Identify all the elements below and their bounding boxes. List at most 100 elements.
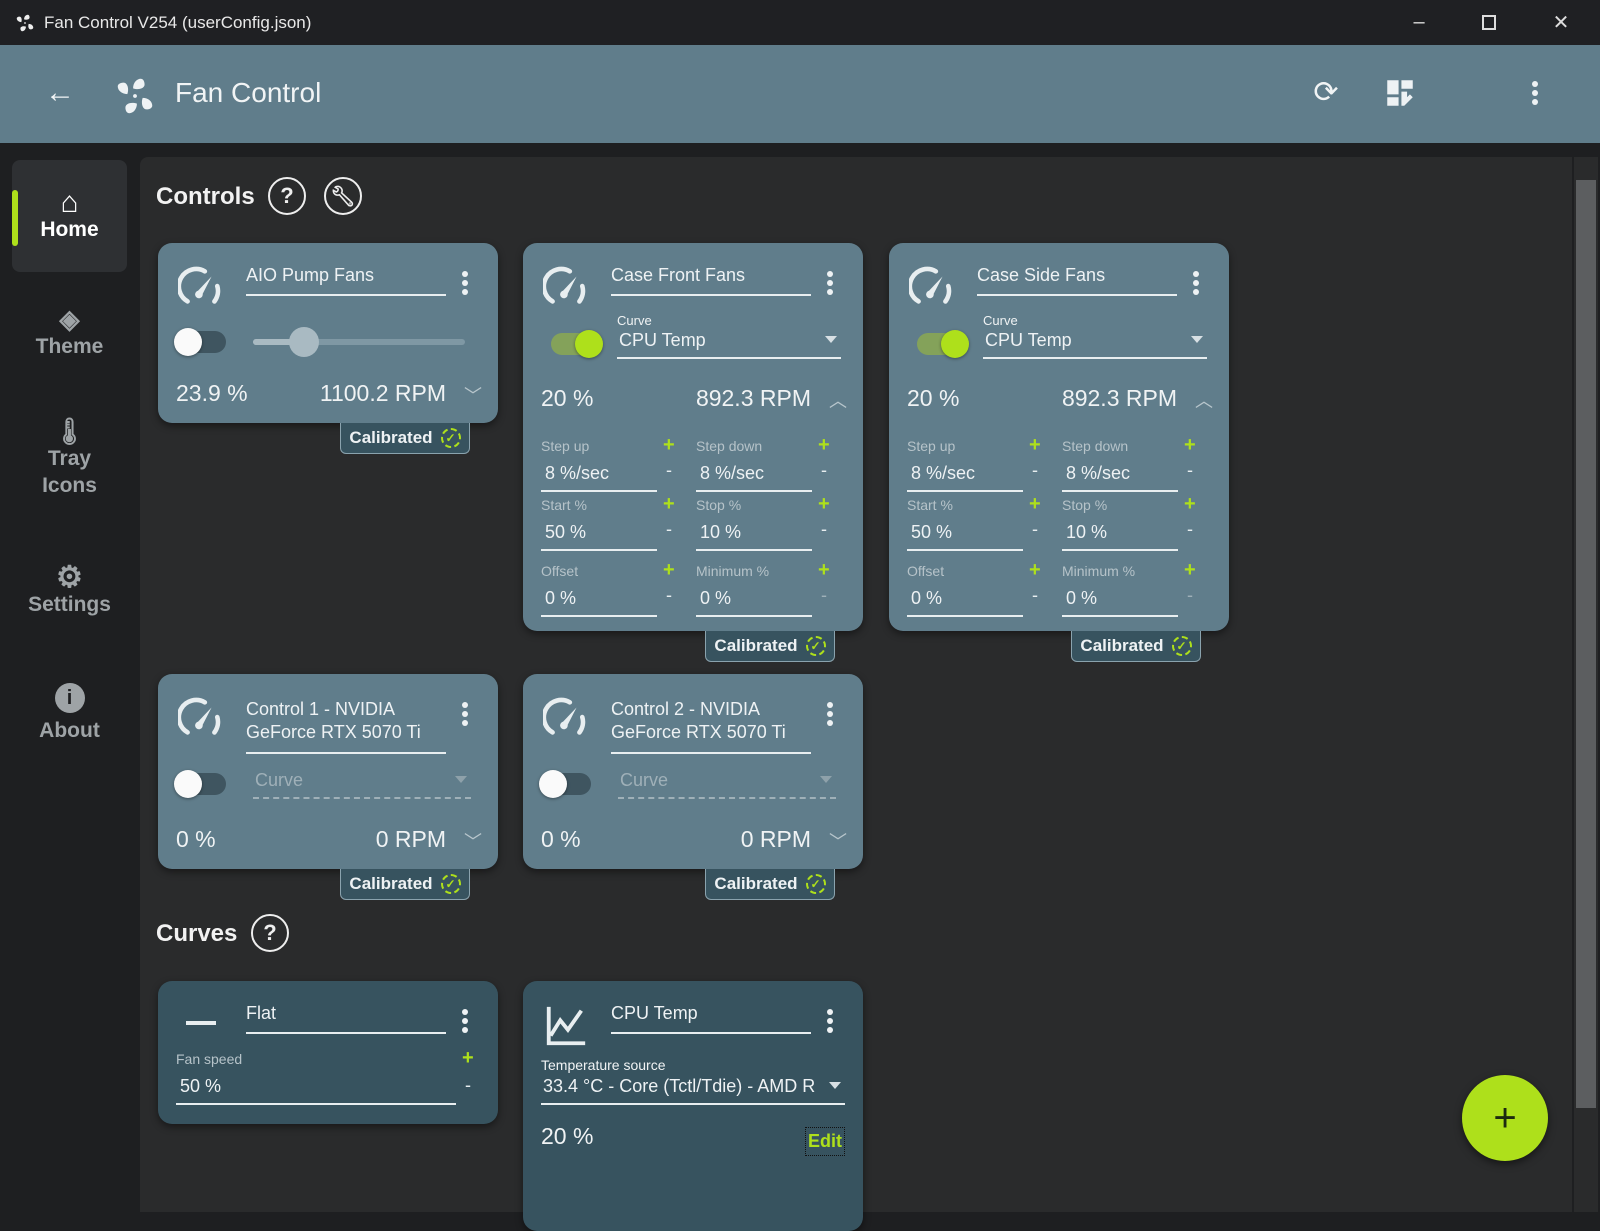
control-name-field[interactable]: Case Side Fans: [977, 265, 1177, 296]
decrement-button[interactable]: -: [821, 519, 827, 539]
curve-select[interactable]: Curve: [618, 770, 836, 799]
increment-button[interactable]: +: [663, 434, 675, 456]
decrement-button[interactable]: -: [465, 1075, 471, 1095]
numeric-field[interactable]: 50 %: [907, 522, 1023, 551]
control-name-field[interactable]: Case Front Fans: [611, 265, 811, 296]
calibrated-badge: Calibrated ✓: [340, 423, 470, 454]
maximize-icon: [1482, 15, 1496, 30]
card-menu-button[interactable]: [1189, 271, 1203, 295]
increment-button[interactable]: +: [1029, 559, 1041, 581]
curve-select[interactable]: CPU Temp: [983, 330, 1207, 359]
increment-button[interactable]: +: [818, 493, 830, 515]
sidebar-item-about[interactable]: i About: [12, 657, 127, 769]
increment-button[interactable]: +: [818, 559, 830, 581]
minimize-button[interactable]: –: [1413, 11, 1425, 33]
curve-name-field[interactable]: CPU Temp: [611, 1003, 811, 1034]
enable-toggle[interactable]: [551, 330, 603, 358]
increment-button[interactable]: +: [1029, 434, 1041, 456]
temperature-source-value: 33.4 °C - Core (Tctl/Tdie) - AMD R: [543, 1076, 816, 1096]
increment-button[interactable]: +: [663, 493, 675, 515]
increment-button[interactable]: +: [1184, 434, 1196, 456]
edit-layout-button[interactable]: [1382, 75, 1418, 111]
scrollbar-thumb[interactable]: [1576, 180, 1596, 1108]
increment-button[interactable]: +: [1029, 493, 1041, 515]
decrement-button[interactable]: -: [666, 460, 672, 480]
curves-help-button[interactable]: ?: [251, 914, 289, 952]
card-menu-button[interactable]: [458, 271, 472, 295]
decrement-button[interactable]: -: [1032, 460, 1038, 480]
maximize-button[interactable]: [1454, 0, 1524, 45]
increment-button[interactable]: +: [462, 1047, 474, 1069]
rpm-value: 0 RPM: [375, 826, 446, 852]
sidebar-item-home[interactable]: ⌂ Home: [12, 160, 127, 272]
decrement-button[interactable]: -: [1032, 585, 1038, 605]
chevron-up-icon[interactable]: ︿: [829, 391, 847, 411]
numeric-field[interactable]: 10 %: [696, 522, 812, 551]
decrement-button[interactable]: -: [1032, 519, 1038, 539]
card-menu-button[interactable]: [458, 1009, 472, 1033]
card-menu-button[interactable]: [823, 702, 837, 726]
numeric-field[interactable]: 10 %: [1062, 522, 1178, 551]
temperature-source-select[interactable]: 33.4 °C - Core (Tctl/Tdie) - AMD R: [541, 1076, 845, 1105]
controls-help-button[interactable]: ?: [268, 177, 306, 215]
speed-slider[interactable]: [253, 327, 465, 357]
add-button[interactable]: +: [1462, 1075, 1548, 1161]
dashboard-edit-icon: [1387, 80, 1413, 106]
numeric-field[interactable]: 0 %: [907, 588, 1023, 617]
curves-heading: Curves: [156, 920, 238, 947]
numeric-field[interactable]: 8 %/sec: [541, 463, 657, 492]
control-name-field[interactable]: Control 2 - NVIDIA GeForce RTX 5070 Ti: [611, 698, 811, 754]
decrement-button[interactable]: -: [666, 519, 672, 539]
card-menu-button[interactable]: [458, 702, 472, 726]
close-button[interactable]: ✕: [1552, 12, 1570, 34]
curve-select[interactable]: CPU Temp: [617, 330, 841, 359]
speedometer-icon: [178, 266, 221, 304]
fan-speed-field[interactable]: 50 %: [176, 1076, 456, 1105]
enable-toggle[interactable]: [174, 328, 226, 356]
chevron-up-icon[interactable]: ︿: [1195, 391, 1213, 411]
decrement-button[interactable]: -: [1187, 460, 1193, 480]
field-label: Minimum %: [696, 563, 770, 579]
decrement-button[interactable]: -: [1187, 585, 1193, 605]
control-name-field[interactable]: AIO Pump Fans: [246, 265, 446, 296]
numeric-field[interactable]: 50 %: [541, 522, 657, 551]
increment-button[interactable]: +: [1184, 493, 1196, 515]
numeric-field[interactable]: 0 %: [541, 588, 657, 617]
increment-button[interactable]: +: [663, 559, 675, 581]
edit-curve-button[interactable]: Edit: [805, 1127, 845, 1156]
numeric-field[interactable]: 8 %/sec: [1062, 463, 1178, 492]
enable-toggle[interactable]: [174, 770, 226, 798]
more-menu-button[interactable]: [1520, 73, 1550, 113]
increment-button[interactable]: +: [818, 434, 830, 456]
numeric-field[interactable]: 8 %/sec: [907, 463, 1023, 492]
curve-label: Curve: [983, 313, 1018, 328]
sidebar-item-tray-icons[interactable]: 🌡︎ Tray Icons: [12, 395, 127, 521]
enable-toggle[interactable]: [917, 330, 969, 358]
increment-button[interactable]: +: [1184, 559, 1196, 581]
sidebar-item-label: About: [39, 718, 100, 742]
chevron-down-icon[interactable]: ﹀: [464, 832, 482, 852]
numeric-field[interactable]: 0 %: [1062, 588, 1178, 617]
enable-toggle[interactable]: [539, 770, 591, 798]
chevron-down-icon[interactable]: ﹀: [464, 386, 482, 406]
slider-thumb[interactable]: [288, 327, 319, 357]
curve-placeholder: Curve: [620, 770, 669, 790]
curve-select[interactable]: Curve: [253, 770, 471, 799]
field-label: Start %: [541, 497, 587, 513]
curve-name-field[interactable]: Flat: [246, 1003, 446, 1034]
control-name-field[interactable]: Control 1 - NVIDIA GeForce RTX 5070 Ti: [246, 698, 446, 754]
decrement-button[interactable]: -: [1187, 519, 1193, 539]
card-menu-button[interactable]: [823, 271, 837, 295]
numeric-field[interactable]: 0 %: [696, 588, 812, 617]
sidebar-item-theme[interactable]: ◈ Theme: [12, 277, 127, 389]
back-button[interactable]: ←: [45, 76, 75, 109]
card-menu-button[interactable]: [823, 1009, 837, 1033]
refresh-button[interactable]: ⟳: [1313, 75, 1339, 109]
decrement-button[interactable]: -: [821, 585, 827, 605]
decrement-button[interactable]: -: [821, 460, 827, 480]
chevron-down-icon[interactable]: ﹀: [829, 832, 847, 852]
controls-tools-button[interactable]: 🔧︎: [324, 177, 362, 215]
numeric-field[interactable]: 8 %/sec: [696, 463, 812, 492]
sidebar-item-settings[interactable]: ⚙ Settings: [12, 535, 127, 647]
decrement-button[interactable]: -: [666, 585, 672, 605]
